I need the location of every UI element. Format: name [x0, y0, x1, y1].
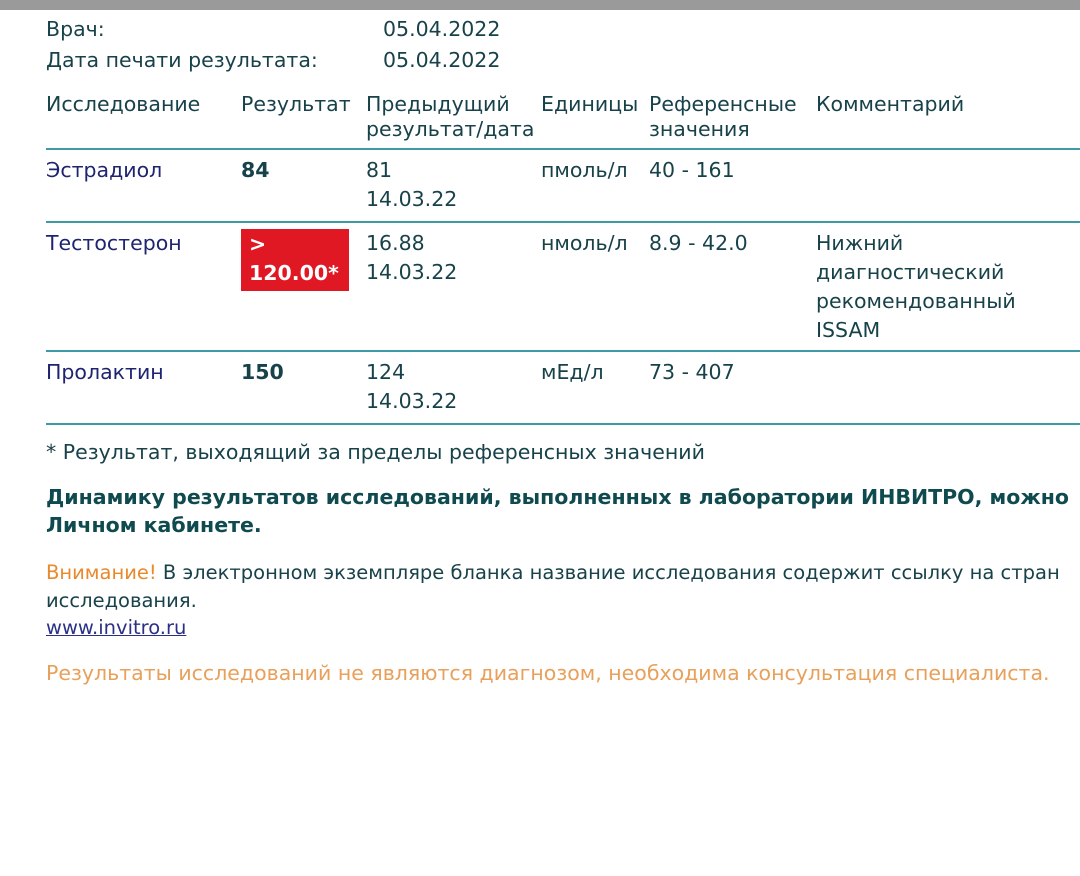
result-cell: 84: [241, 156, 366, 216]
dynamics-note-line1: Динамику результатов исследований, выпол…: [46, 485, 1069, 509]
previous-result-date: 14.03.22: [366, 187, 458, 211]
test-name-cell[interactable]: Тестостерон: [46, 229, 241, 345]
previous-result-cell: 16.88 14.03.22: [366, 229, 541, 345]
attention-keyword: Внимание!: [46, 561, 157, 584]
column-header-previous-line1: Предыдущий: [366, 92, 510, 116]
top-gray-bar: [0, 0, 1080, 10]
column-header-previous-line2: результат/дата: [366, 117, 535, 141]
result-cell: 150: [241, 358, 366, 418]
column-header-result: Результат: [241, 92, 351, 116]
report-notes: * Результат, выходящий за пределы рефере…: [0, 425, 1080, 687]
previous-result-value: 81: [366, 158, 393, 182]
table-rule-top: [46, 148, 1080, 150]
previous-result-value: 16.88: [366, 231, 425, 255]
result-cell: >120.00*: [241, 229, 366, 345]
comment-cell: [816, 156, 1080, 216]
column-header-reference-line2: значения: [649, 117, 750, 141]
previous-result-date: 14.03.22: [366, 260, 458, 284]
result-flag-line1: >: [249, 232, 267, 256]
meta-row-print-date: Дата печати результата: 05.04.2022: [46, 45, 1080, 76]
table-rule-row1: [46, 221, 1080, 223]
results-table: Исследование Результат Предыдущий резуль…: [0, 90, 1080, 425]
table-row: Тестостерон >120.00* 16.88 14.03.22 нмол…: [0, 223, 1080, 350]
meta-value-print-date: 05.04.2022: [383, 48, 501, 72]
table-row: Эстрадиол 84 81 14.03.22 пмоль/л 40 - 16…: [0, 150, 1080, 221]
reference-cell: 73 - 407: [649, 360, 735, 384]
table-row: Пролактин 150 124 14.03.22 мЕд/л 73 - 40…: [0, 352, 1080, 423]
column-header-test: Исследование: [46, 92, 201, 116]
table-rule-row2: [46, 350, 1080, 352]
disclaimer-note: Результаты исследований не являются диаг…: [46, 661, 1050, 685]
column-header-previous: Предыдущий результат/дата: [366, 92, 541, 142]
meta-row-doctor: Врач: 05.04.2022: [46, 14, 1080, 45]
reference-cell: 8.9 - 42.0: [649, 231, 748, 255]
attention-note: Внимание! В электронном экземпляре бланк…: [46, 559, 1080, 641]
dynamics-note-line2: Личном кабинете.: [46, 513, 262, 537]
previous-result-cell: 81 14.03.22: [366, 156, 541, 216]
column-header-reference: Референсные значения: [649, 92, 816, 142]
test-name-cell[interactable]: Пролактин: [46, 358, 241, 418]
comment-cell: [816, 358, 1080, 418]
result-value-flagged: >120.00*: [241, 229, 349, 291]
invitro-website-link[interactable]: www.invitro.ru: [46, 616, 187, 639]
attention-line2: исследования.: [46, 589, 197, 612]
units-cell: нмоль/л: [541, 231, 628, 255]
units-cell: пмоль/л: [541, 158, 628, 182]
column-header-reference-line1: Референсные: [649, 92, 797, 116]
units-cell: мЕд/л: [541, 360, 604, 384]
column-header-comment: Комментарий: [816, 92, 965, 116]
result-value: 84: [241, 158, 270, 182]
dynamics-note: Динамику результатов исследований, выпол…: [46, 483, 1080, 539]
previous-result-cell: 124 14.03.22: [366, 358, 541, 418]
meta-value-doctor: 05.04.2022: [383, 17, 501, 41]
test-name-cell[interactable]: Эстрадиол: [46, 156, 241, 216]
comment-line1: Нижний диагностический: [816, 231, 1005, 284]
column-header-units: Единицы: [541, 92, 639, 116]
previous-result-value: 124: [366, 360, 406, 384]
previous-result-date: 14.03.22: [366, 389, 458, 413]
comment-cell: Нижний диагностический рекомендованный I…: [816, 229, 1080, 345]
attention-line1-rest: В электронном экземпляре бланка название…: [156, 561, 1060, 584]
result-flag-line2: 120.00*: [249, 261, 339, 285]
test-name-link[interactable]: Пролактин: [46, 360, 164, 384]
reference-cell: 40 - 161: [649, 158, 735, 182]
table-header-row: Исследование Результат Предыдущий резуль…: [0, 90, 1080, 148]
meta-label-print-date: Дата печати результата:: [46, 48, 318, 72]
lab-report-document: Врач: 05.04.2022 Дата печати результата:…: [0, 10, 1080, 687]
attention-line1: Внимание! В электронном экземпляре бланк…: [46, 559, 1080, 587]
result-value: 150: [241, 360, 284, 384]
test-name-link[interactable]: Тестостерон: [46, 231, 182, 255]
test-name-link[interactable]: Эстрадиол: [46, 158, 163, 182]
table-rule-bottom: [46, 423, 1080, 425]
report-meta: Врач: 05.04.2022 Дата печати результата:…: [0, 10, 1080, 76]
comment-line2: рекомендованный ISSAM: [816, 289, 1016, 342]
footnote-out-of-range: * Результат, выходящий за пределы рефере…: [46, 440, 705, 464]
meta-label-doctor: Врач:: [46, 17, 105, 41]
